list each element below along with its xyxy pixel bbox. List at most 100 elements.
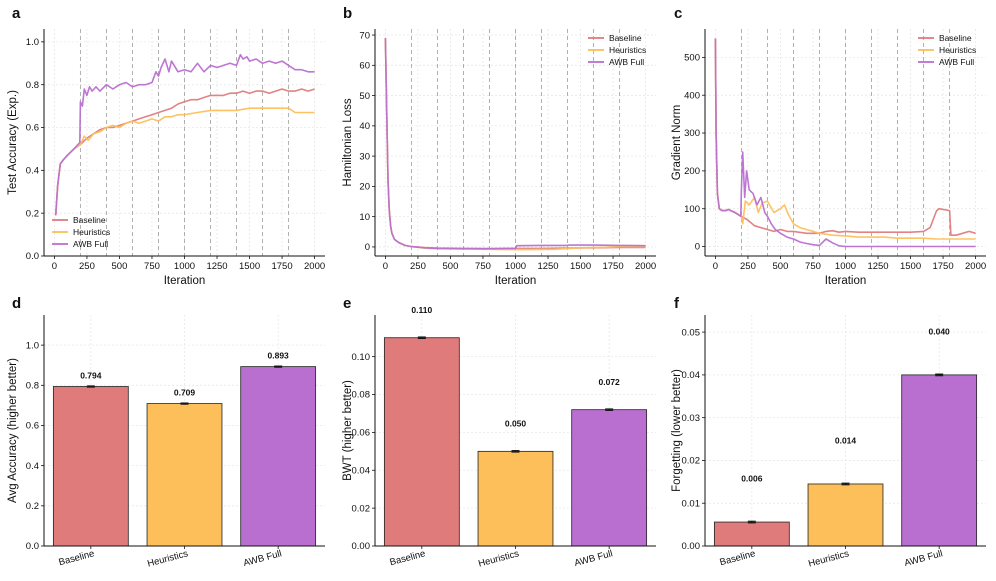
x-tick-label-c-8: 2000	[965, 261, 986, 272]
legend-label-b-heuristics: Heuristics	[609, 45, 646, 55]
x-tick-label-f-0: Baseline	[719, 548, 757, 568]
legend-label-c-awb: AWB Full	[939, 57, 974, 67]
y-axis-label-d: Avg Accuracy (higher better)	[7, 358, 19, 503]
x-tick-label-b-7: 1750	[602, 261, 623, 272]
y-tick-label-b-1: 10	[359, 212, 370, 223]
x-tick-label-b-8: 2000	[635, 261, 656, 272]
y-tick-label-b-6: 60	[359, 61, 370, 72]
x-tick-label-d-1: Heuristics	[146, 548, 189, 569]
series-line-b-awb	[384, 38, 646, 250]
bar-d-heuristics	[146, 403, 223, 547]
y-axis-label-c: Gradient Norm	[671, 105, 683, 180]
y-tick-label-c-0: 0	[695, 242, 700, 253]
bar-value-label-d-baseline: 0.794	[80, 370, 102, 380]
x-tick-label-c-4: 1000	[835, 261, 856, 272]
y-tick-label-a-0: 0.0	[26, 251, 39, 262]
bar-value-label-e-awb: 0.072	[599, 377, 621, 387]
y-axis-label-e: BWT (higher better)	[342, 380, 354, 481]
x-tick-label-e-2: AWB Full	[573, 548, 614, 569]
legend-label-a-heuristics: Heuristics	[73, 227, 110, 237]
x-tick-label-a-3: 750	[144, 261, 160, 272]
bar-e-baseline	[383, 337, 460, 547]
legend-b: Baseline Heuristics AWB Full	[588, 33, 646, 67]
panel-letter-b: b	[343, 5, 352, 22]
y-tick-label-f-1: 0.01	[682, 498, 701, 509]
y-tick-label-d-4: 0.8	[26, 381, 39, 392]
y-tick-label-d-1: 0.2	[26, 501, 39, 512]
y-tick-label-a-5: 1.0	[26, 37, 39, 48]
x-tick-label-c-1: 250	[740, 261, 756, 272]
x-tick-label-b-2: 500	[443, 261, 459, 272]
y-tick-label-c-2: 200	[684, 166, 700, 177]
panel-letter-e: e	[343, 295, 351, 312]
legend-a: Baseline Heuristics AWB Full	[52, 215, 110, 249]
x-tick-label-a-8: 2000	[304, 261, 325, 272]
x-tick-label-f-1: Heuristics	[807, 548, 850, 569]
panel-letter-f: f	[674, 295, 680, 312]
y-axis-label-f: Forgetting (lower better)	[671, 369, 683, 492]
x-tick-label-a-6: 1500	[239, 261, 260, 272]
legend-label-c-heuristics: Heuristics	[939, 45, 976, 55]
y-tick-label-d-3: 0.6	[26, 421, 39, 432]
y-tick-label-b-3: 30	[359, 151, 370, 162]
x-tick-label-a-1: 250	[79, 261, 95, 272]
y-axis-label-a: Test Accuracy (Exp.)	[7, 90, 19, 195]
x-tick-label-a-7: 1750	[271, 261, 292, 272]
y-tick-label-b-7: 70	[359, 30, 370, 41]
y-tick-label-e-4: 0.08	[352, 390, 371, 401]
y-tick-label-c-5: 500	[684, 53, 700, 64]
y-tick-label-a-3: 0.6	[26, 123, 39, 134]
y-tick-label-d-5: 1.0	[26, 340, 39, 351]
series-line-a-heuristics	[54, 107, 315, 216]
legend-label-a-awb: AWB Full	[73, 239, 108, 249]
bar-value-label-f-awb: 0.040	[929, 326, 951, 336]
panel-d: d 0.794 Baseline 0.709 Heuristics 0.893 AWB Fu…	[7, 295, 325, 570]
panel-c: c 0 250 500 750 1000 1250 1500 1750 2000 0 100 200 30…	[671, 5, 986, 287]
bar-value-label-d-awb: 0.893	[268, 351, 290, 361]
x-tick-label-e-0: Baseline	[389, 548, 427, 568]
x-axis-label-b: Iteration	[495, 275, 537, 287]
y-tick-label-c-4: 400	[684, 90, 700, 101]
bar-d-baseline	[52, 386, 129, 547]
y-tick-label-d-0: 0.0	[26, 541, 39, 552]
x-tick-label-a-4: 1000	[174, 261, 195, 272]
x-tick-label-d-2: AWB Full	[242, 548, 283, 569]
y-tick-label-c-3: 300	[684, 128, 700, 139]
panel-a: a 0 250 500 750 1000 1250 1500 1750 2000 0.0 0.2 0.4…	[7, 5, 325, 287]
panel-letter-d: d	[12, 295, 21, 312]
y-tick-label-e-1: 0.02	[352, 503, 371, 514]
series-line-a-awb	[54, 53, 315, 216]
panel-e: e 0.110 Baseline 0.050 Heuristics 0.072 AWB Fu…	[342, 295, 656, 570]
panel-letter-a: a	[12, 5, 21, 22]
legend-label-b-baseline: Baseline	[609, 33, 642, 43]
series-line-c-awb	[714, 38, 976, 248]
y-tick-label-e-2: 0.04	[352, 465, 371, 476]
x-tick-label-b-3: 750	[475, 261, 491, 272]
bar-f-baseline	[713, 521, 790, 547]
x-tick-label-a-0: 0	[52, 261, 57, 272]
y-tick-label-b-4: 40	[359, 121, 370, 132]
bar-f-heuristics	[807, 483, 884, 547]
x-tick-label-b-0: 0	[383, 261, 388, 272]
panel-f: f 0.006 Baseline 0.014 Heuristics 0.040 AWB Fu…	[671, 295, 986, 570]
y-tick-label-a-1: 0.2	[26, 208, 39, 219]
bar-value-label-f-heuristics: 0.014	[835, 435, 857, 445]
y-tick-label-c-1: 100	[684, 204, 700, 215]
bar-value-label-e-baseline: 0.110	[411, 305, 432, 315]
panel-b: b 0 250 500 750 1000 1250 1500 1750 2000 0 10 20 30 40…	[342, 5, 656, 287]
panel-letter-c: c	[674, 5, 682, 22]
y-axis-label-b: Hamiltonian Loss	[342, 98, 354, 186]
y-tick-label-e-0: 0.00	[352, 541, 371, 552]
x-tick-label-c-5: 1250	[867, 261, 888, 272]
bar-value-label-e-heuristics: 0.050	[505, 419, 527, 429]
bar-f-awb	[901, 374, 978, 547]
x-tick-label-f-2: AWB Full	[903, 548, 944, 569]
legend-label-b-awb: AWB Full	[609, 57, 644, 67]
x-tick-label-e-1: Heuristics	[477, 548, 520, 569]
y-tick-label-f-0: 0.00	[682, 541, 701, 552]
x-tick-label-c-0: 0	[713, 261, 718, 272]
y-tick-label-b-2: 20	[359, 182, 370, 193]
x-tick-label-c-3: 750	[805, 261, 821, 272]
x-tick-label-c-6: 1500	[900, 261, 921, 272]
